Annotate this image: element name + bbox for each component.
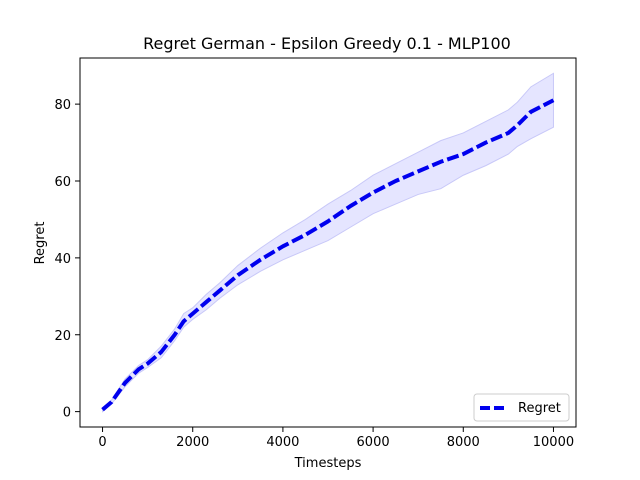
y-axis-label: Regret [33,222,48,265]
x-axis-label: Timesteps [294,456,362,471]
x-tick-label: 0 [98,435,106,450]
axes-frame [79,57,577,428]
x-axis-ticks: 0 2000 4000 6000 8000 10000 [98,427,574,450]
x-tick-label: 4000 [266,435,299,450]
confidence-band [102,72,554,413]
y-tick-label: 20 [54,329,71,344]
x-tick-label: 2000 [176,435,209,450]
legend: Regret [473,393,570,422]
y-tick-label: 0 [63,406,71,421]
x-tick-label: 6000 [357,435,390,450]
legend-label-regret: Regret [518,401,561,416]
y-tick-label: 40 [54,252,71,267]
y-tick-label: 60 [54,175,71,190]
series-line-regret [101,98,555,412]
y-tick-label: 80 [54,98,71,113]
y-axis-ticks: 0 20 40 60 80 [54,98,80,421]
x-tick-label: 10000 [533,435,574,450]
chart-title: Regret German - Epsilon Greedy 0.1 - MLP… [143,34,511,53]
plot-area [101,72,555,413]
x-tick-label: 8000 [447,435,480,450]
legend-box [473,393,570,422]
